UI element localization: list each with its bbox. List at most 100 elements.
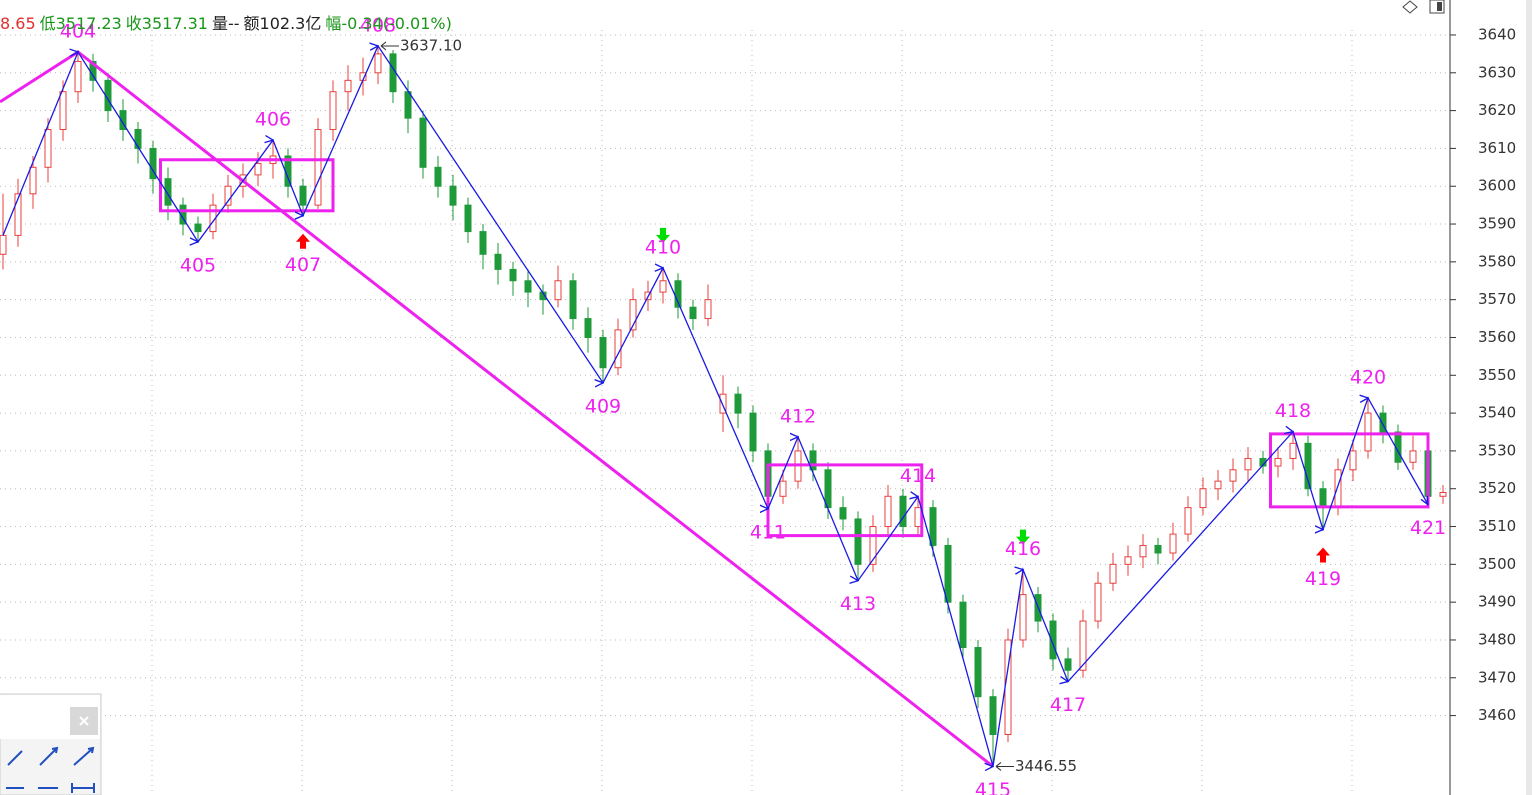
y-tick-label: 3490 xyxy=(1478,593,1516,611)
candle-body xyxy=(1214,480,1222,490)
wave-label: 406 xyxy=(255,109,291,131)
signal-arrow xyxy=(296,233,310,249)
candle-body xyxy=(1274,457,1282,467)
candle-body xyxy=(479,231,487,255)
y-tick-label: 3590 xyxy=(1478,215,1516,233)
wave-label: 411 xyxy=(750,521,786,543)
candle-body xyxy=(224,185,232,206)
candle-body xyxy=(404,91,412,119)
y-tick-label: 3470 xyxy=(1478,668,1516,686)
candle-body xyxy=(899,495,907,528)
candle-body xyxy=(929,507,937,546)
candle-body xyxy=(344,79,352,93)
candle-body xyxy=(884,495,892,528)
wave-label: 407 xyxy=(285,254,321,276)
y-tick-label: 3610 xyxy=(1478,139,1516,157)
candle-body xyxy=(1244,457,1252,471)
top-icons[interactable] xyxy=(1402,0,1445,14)
annotation-arrow xyxy=(995,762,1014,771)
diamond-icon[interactable] xyxy=(1402,0,1418,14)
candle-body xyxy=(554,280,562,301)
line-tool-icons[interactable] xyxy=(7,748,93,766)
candle-body xyxy=(1439,492,1447,497)
candle-body xyxy=(1139,544,1147,558)
header-item: 低3517.23 xyxy=(40,14,122,33)
annotation-arrow xyxy=(380,41,399,51)
y-tick-label: 3570 xyxy=(1478,290,1516,308)
candle-body xyxy=(0,234,7,255)
candle-body xyxy=(1199,488,1207,509)
plot: 404 405 406 407 408 409 410 411 412 413 414 415 416 4… xyxy=(0,14,1447,795)
candle-body xyxy=(584,318,592,338)
candle-body xyxy=(1154,544,1162,554)
window-icon-fill xyxy=(1437,2,1442,11)
y-tick-label: 3500 xyxy=(1478,555,1516,573)
y-tick-label: 3460 xyxy=(1478,706,1516,724)
candle-body xyxy=(29,166,37,195)
candle-body xyxy=(194,223,202,233)
candle-body xyxy=(839,507,847,520)
header-item: 幅-0.34(-0.01%) xyxy=(325,14,452,33)
candle-body xyxy=(1169,533,1177,554)
y-tick-label: 3480 xyxy=(1478,630,1516,648)
y-tick-label: 3550 xyxy=(1478,366,1516,384)
candle-body xyxy=(914,507,922,528)
candle-body xyxy=(374,53,382,74)
candle-body xyxy=(434,166,442,187)
signal-arrow xyxy=(1016,529,1030,545)
y-tick-label: 3580 xyxy=(1478,252,1516,270)
candle-body xyxy=(1409,450,1417,463)
candle-body xyxy=(704,299,712,320)
window-icon[interactable] xyxy=(1429,0,1445,14)
candle-body xyxy=(779,480,787,497)
wave-label: 410 xyxy=(645,236,681,258)
y-tick-label: 3600 xyxy=(1478,177,1516,195)
wave-label: 408 xyxy=(360,14,396,36)
header-item: 额102.3亿 xyxy=(244,14,322,33)
header-item: 量-- xyxy=(212,14,240,33)
candle-body xyxy=(524,280,532,293)
candle-body xyxy=(419,117,427,168)
candle-body xyxy=(14,193,22,236)
wave-label: 414 xyxy=(900,465,936,487)
candle-body xyxy=(254,163,262,176)
candle-body xyxy=(1184,507,1192,535)
candle-body xyxy=(599,336,607,369)
arrow-tool-icons xyxy=(51,746,95,754)
candle-body xyxy=(509,268,517,282)
candle-body xyxy=(299,185,307,206)
close-icon xyxy=(79,716,89,726)
candle-body xyxy=(944,544,952,603)
wave-label: 420 xyxy=(1350,366,1386,388)
candle-body xyxy=(749,412,757,452)
candle-body xyxy=(314,129,322,206)
wave-label: 415 xyxy=(975,779,1011,795)
header-item: 8.65 xyxy=(0,14,36,33)
candle-body xyxy=(1364,412,1372,452)
candle-body xyxy=(74,60,82,93)
candle-body xyxy=(1124,556,1132,565)
candle-body xyxy=(329,91,337,131)
candle-body xyxy=(1334,469,1342,509)
signal-arrow xyxy=(1316,547,1330,563)
candle-body xyxy=(449,185,457,206)
y-tick-label: 3560 xyxy=(1478,328,1516,346)
scroll-edge xyxy=(1526,0,1532,795)
candle-body xyxy=(959,601,967,649)
wave-line xyxy=(2,46,1428,767)
quote-header: 8.65 低3517.23 收3517.31 量-- 额102.3亿 幅-0.34(-0.… xyxy=(0,14,452,33)
y-tick-label: 3540 xyxy=(1478,404,1516,422)
y-tick-label: 3510 xyxy=(1478,517,1516,535)
candle-body xyxy=(989,696,997,736)
header-item: 收3517.31 xyxy=(126,14,208,33)
candle-body xyxy=(389,53,397,93)
wave-label: 418 xyxy=(1275,400,1311,422)
y-tick-label: 3620 xyxy=(1478,101,1516,119)
candle-body xyxy=(974,647,982,698)
wave-label: 416 xyxy=(1005,538,1041,560)
segment-tool-icons[interactable] xyxy=(6,783,95,793)
wave-label: 409 xyxy=(585,395,621,417)
candle-body xyxy=(494,253,502,270)
